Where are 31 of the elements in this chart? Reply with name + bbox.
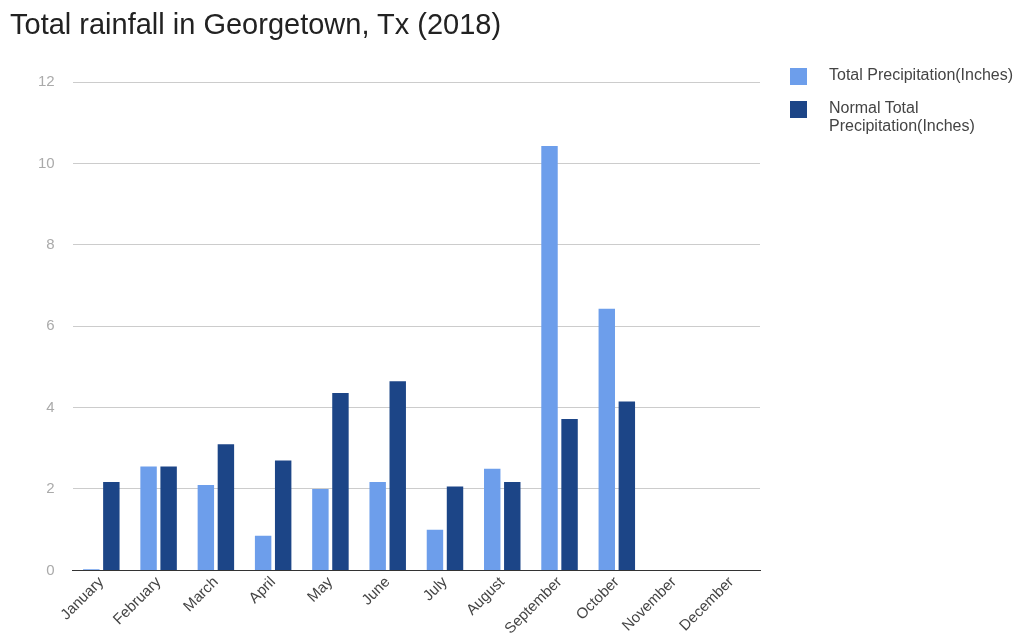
bar bbox=[598, 308, 616, 570]
bar bbox=[140, 466, 157, 570]
bar bbox=[274, 460, 292, 570]
y-tick-label: 6 bbox=[46, 316, 55, 334]
y-tick-label: 12 bbox=[38, 72, 55, 90]
bar bbox=[103, 482, 120, 570]
y-tick-label: 8 bbox=[46, 234, 55, 252]
bar bbox=[504, 482, 521, 570]
bar bbox=[197, 484, 215, 570]
bar bbox=[618, 401, 636, 570]
bar bbox=[217, 444, 235, 570]
y-tick-label: 10 bbox=[38, 153, 55, 171]
x-tick-label: July bbox=[419, 572, 451, 604]
bar bbox=[369, 482, 386, 570]
y-tick-label: 2 bbox=[46, 479, 55, 497]
bar bbox=[160, 466, 177, 570]
y-tick-label: 4 bbox=[46, 397, 55, 415]
bar bbox=[312, 488, 329, 570]
y-tick-label: 0 bbox=[46, 560, 55, 578]
bar bbox=[446, 486, 464, 570]
chart-title: Total rainfall in Georgetown, Tx (2018) bbox=[10, 8, 502, 41]
legend-label: Total Precipitation(Inches) bbox=[829, 66, 1014, 84]
x-tick-label: May bbox=[303, 572, 336, 605]
bar bbox=[484, 468, 501, 570]
legend-label: Normal Total Precipitation(Inches) bbox=[829, 99, 976, 135]
bar bbox=[332, 392, 349, 570]
bar bbox=[389, 381, 406, 570]
bar bbox=[561, 418, 578, 570]
bar bbox=[541, 145, 558, 570]
bar bbox=[426, 529, 444, 570]
bar bbox=[254, 535, 272, 570]
